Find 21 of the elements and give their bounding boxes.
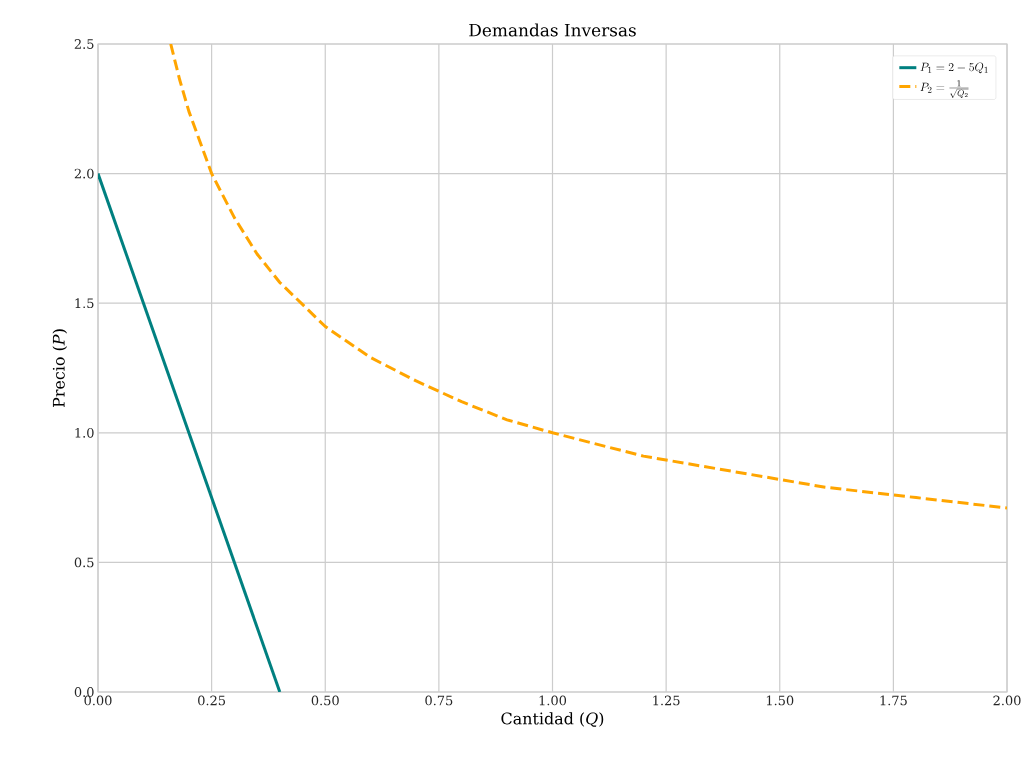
x-tick-label: 1.00 <box>539 695 567 706</box>
y-tick-label: 1.0 <box>75 427 94 438</box>
chart-title: Demandas Inversas <box>469 23 636 37</box>
x-tick-label: 0.25 <box>198 695 226 706</box>
x-axis-title: Cantidad (Q) <box>501 712 604 727</box>
x-tick-label: 1.75 <box>880 695 907 706</box>
y-axis-title: Precio (P) <box>52 329 68 408</box>
x-tick-label: 2.00 <box>993 695 1021 706</box>
y-tick-label: 2.0 <box>74 168 94 179</box>
x-tick-label: 0.00 <box>84 695 112 706</box>
legend-label: $P_1 = 2 - 5Q_1$ <box>920 62 988 74</box>
x-tick-label: 1.50 <box>766 695 794 706</box>
x-tick-label: 0.75 <box>425 695 453 706</box>
y-tick-label: 0.0 <box>74 687 94 697</box>
x-tick-label: 0.50 <box>311 695 339 706</box>
x-tick-label: 1.25 <box>653 695 680 706</box>
y-tick-label: 1.5 <box>75 298 94 309</box>
y-tick-label: 2.5 <box>74 39 94 49</box>
legend-label: $P_2 = \frac{1}{\sqrt{Q_2}}$ <box>920 80 969 98</box>
line-series <box>169 43 1008 510</box>
y-tick-label: 0.5 <box>74 557 94 568</box>
